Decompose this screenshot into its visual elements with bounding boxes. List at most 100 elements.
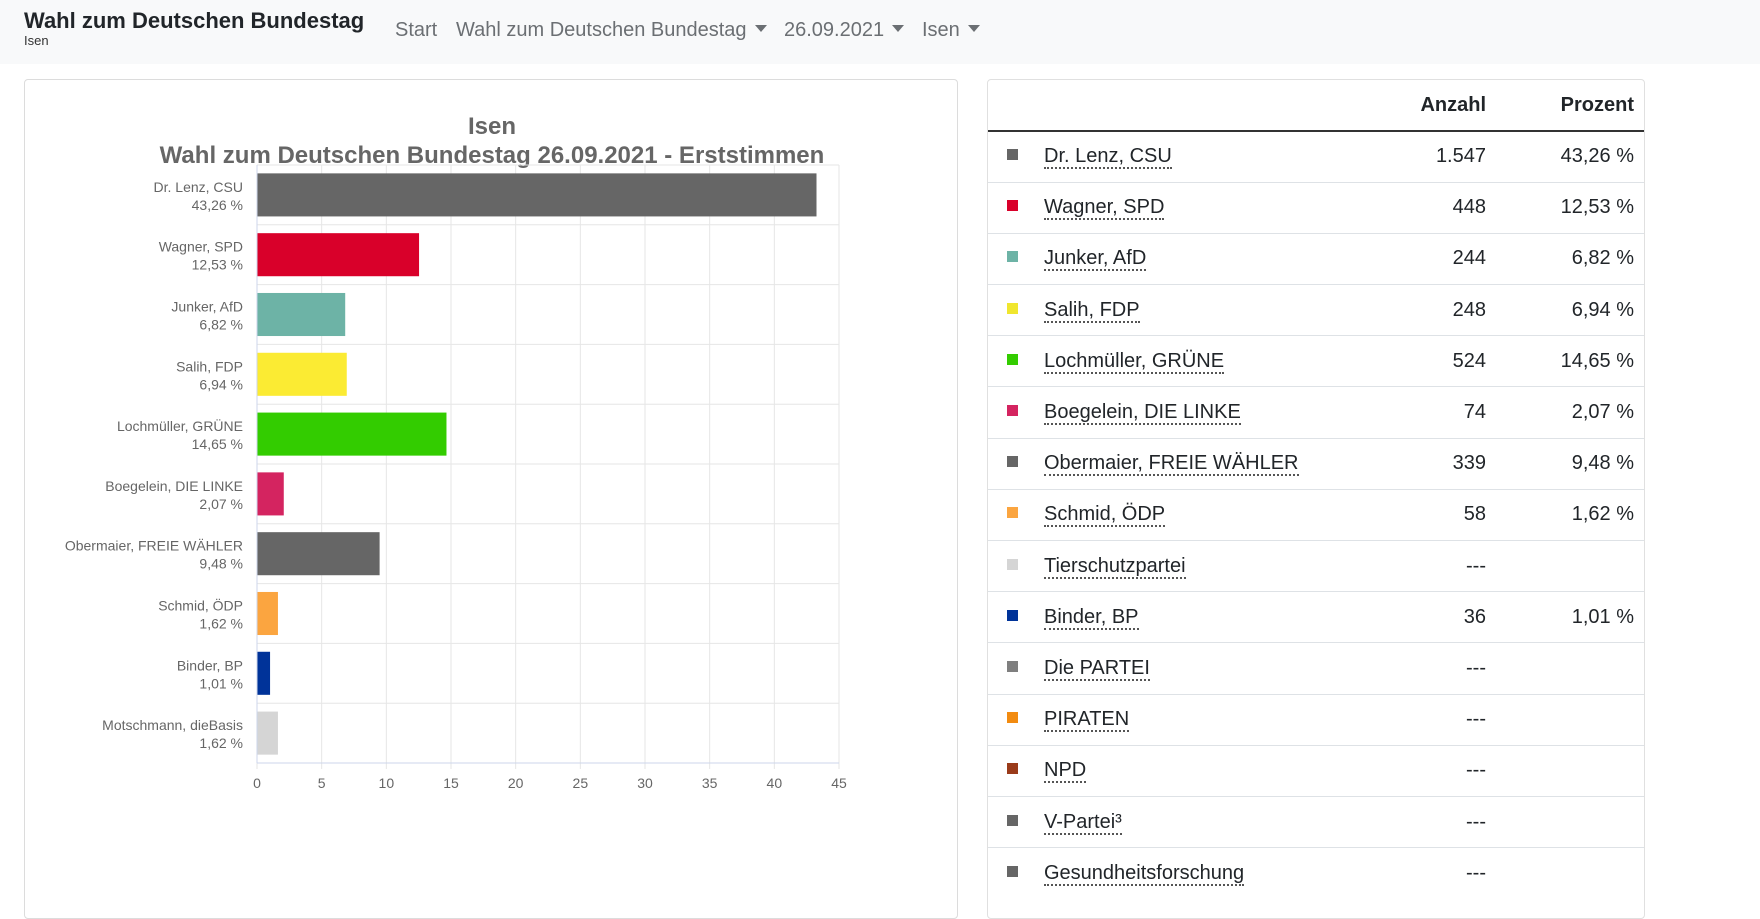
candidate-link[interactable]: Wagner, SPD [1044, 196, 1165, 221]
vote-count: 58 [1384, 488, 1504, 541]
candidate-link[interactable]: Tierschutzpartei [1044, 554, 1186, 579]
bar [257, 412, 447, 456]
candidate-link[interactable]: Junker, AfD [1044, 247, 1147, 272]
vote-percent [1504, 642, 1644, 695]
vote-count: --- [1384, 795, 1504, 848]
nav-election-label: Wahl zum Deutschen Bundestag [456, 19, 747, 41]
vote-count: 36 [1384, 591, 1504, 643]
category-label: Dr. Lenz, CSU [154, 179, 243, 195]
swatch-cell [988, 437, 1036, 490]
bar [257, 292, 346, 337]
vote-count: 248 [1384, 284, 1504, 336]
category-percent-label: 2,07 % [199, 496, 243, 512]
bar [257, 711, 278, 755]
vote-count: 74 [1384, 386, 1504, 439]
nav-election-dropdown[interactable]: Wahl zum Deutschen Bundestag [456, 18, 767, 42]
category-percent-label: 14,65 % [192, 436, 243, 452]
nav-date-dropdown[interactable]: 26.09.2021 [784, 18, 905, 42]
header-name [1036, 80, 1384, 132]
category-label: Motschmann, dieBasis [102, 717, 243, 733]
candidate-link[interactable]: Schmid, ÖDP [1044, 503, 1166, 528]
table-row: PIRATEN --- [988, 693, 1644, 746]
swatch-cell [988, 284, 1036, 336]
navbar: Wahl zum Deutschen Bundestag Isen Start … [0, 0, 1760, 64]
header-swatch [988, 80, 1036, 132]
table-row: Junker, AfD 244 6,82 % [988, 232, 1644, 285]
table-row: NPD --- [988, 744, 1644, 797]
candidate-link[interactable]: V-Partei³ [1044, 810, 1122, 835]
header-prozent[interactable]: Prozent [1504, 80, 1644, 132]
results-card: Anzahl Prozent Dr. Lenz, CSU 1.547 43,26 %… [987, 79, 1645, 919]
vote-percent: 9,48 % [1504, 437, 1644, 490]
x-tick-label: 30 [637, 775, 653, 791]
chevron-down-icon [754, 25, 767, 32]
category-label: Junker, AfD [171, 299, 243, 315]
swatch-cell [988, 539, 1036, 592]
swatch-cell [988, 488, 1036, 541]
category-percent-label: 9,48 % [199, 556, 243, 572]
swatch-cell [988, 386, 1036, 439]
candidate-name-cell: Junker, AfD [1036, 232, 1384, 285]
table-row: Schmid, ÖDP 58 1,62 % [988, 488, 1644, 541]
x-tick-label: 5 [318, 775, 326, 791]
table-row: Die PARTEI --- [988, 642, 1644, 695]
swatch-cell [988, 795, 1036, 848]
bar [257, 651, 271, 695]
bar [257, 352, 347, 396]
candidate-link[interactable]: Boegelein, DIE LINKE [1044, 401, 1241, 426]
header-anzahl[interactable]: Anzahl [1384, 80, 1504, 132]
candidate-link[interactable]: Dr. Lenz, CSU [1044, 145, 1172, 170]
vote-percent: 1,01 % [1504, 591, 1644, 643]
category-label: Boegelein, DIE LINKE [105, 478, 243, 494]
color-swatch [1006, 456, 1018, 468]
category-percent-label: 6,94 % [199, 376, 243, 392]
nav-region-dropdown[interactable]: Isen [922, 18, 980, 42]
vote-count: 1.547 [1384, 130, 1504, 183]
brand-subtitle: Isen [24, 33, 49, 48]
brand-title[interactable]: Wahl zum Deutschen Bundestag [24, 8, 365, 33]
candidate-link[interactable]: Obermaier, FREIE WÄHLER [1044, 452, 1299, 477]
category-percent-label: 1,62 % [199, 735, 243, 751]
x-tick-label: 40 [767, 775, 783, 791]
color-swatch [1006, 302, 1018, 314]
vote-count: --- [1384, 642, 1504, 695]
candidate-link[interactable]: NPD [1044, 759, 1087, 784]
vote-count: --- [1384, 744, 1504, 797]
color-swatch [1006, 814, 1018, 826]
nav-start-link[interactable]: Start [395, 18, 437, 42]
candidate-link[interactable]: Gesundheitsforschung [1044, 861, 1245, 886]
candidate-link[interactable]: Salih, FDP [1044, 298, 1140, 323]
vote-count: --- [1384, 539, 1504, 592]
category-label: Obermaier, FREIE WÄHLER [65, 538, 243, 554]
vote-percent [1504, 847, 1644, 899]
color-swatch [1006, 763, 1018, 775]
candidate-link[interactable]: PIRATEN [1044, 708, 1130, 733]
category-label: Schmid, ÖDP [158, 597, 243, 614]
candidate-link[interactable]: Binder, BP [1044, 605, 1139, 630]
category-label: Binder, BP [177, 657, 243, 673]
candidate-name-cell: Binder, BP [1036, 591, 1384, 643]
swatch-cell [988, 232, 1036, 285]
category-percent-label: 1,62 % [199, 616, 243, 632]
color-swatch [1006, 865, 1018, 877]
color-swatch [1006, 609, 1018, 621]
x-tick-label: 0 [253, 775, 261, 791]
candidate-link[interactable]: Die PARTEI [1044, 656, 1150, 681]
color-swatch [1006, 405, 1018, 417]
table-row: Dr. Lenz, CSU 1.547 43,26 % [988, 130, 1644, 183]
swatch-cell [988, 744, 1036, 797]
vote-percent: 6,82 % [1504, 232, 1644, 285]
candidate-link[interactable]: Lochmüller, GRÜNE [1044, 349, 1225, 374]
table-row: Binder, BP 36 1,01 % [988, 591, 1644, 643]
candidate-name-cell: Die PARTEI [1036, 642, 1384, 695]
candidate-name-cell: Salih, FDP [1036, 284, 1384, 336]
brand[interactable]: Wahl zum Deutschen Bundestag Isen [24, 8, 364, 48]
vote-percent: 14,65 % [1504, 335, 1644, 387]
bar-chart: 0 5 10 15 20 25 30 35 40 45 Dr. Lenz, CSU 43,26 % Wa… [65, 164, 847, 791]
results-table: Anzahl Prozent Dr. Lenz, CSU 1.547 43,26 %… [988, 80, 1644, 899]
candidate-name-cell: Boegelein, DIE LINKE [1036, 386, 1384, 439]
vote-percent [1504, 539, 1644, 592]
vote-percent: 2,07 % [1504, 386, 1644, 439]
x-tick-label: 35 [702, 775, 718, 791]
bar [257, 233, 420, 277]
